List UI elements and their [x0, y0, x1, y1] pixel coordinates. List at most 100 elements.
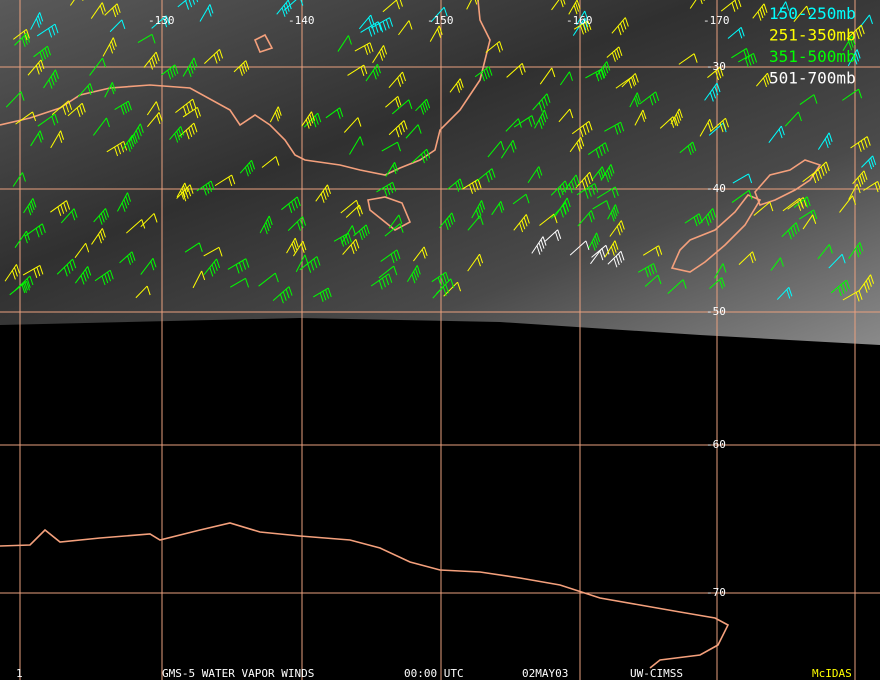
barb-staff — [435, 278, 452, 295]
barb-tick — [677, 111, 682, 121]
latitude-label: -30 — [706, 60, 726, 73]
barb-tick — [797, 111, 802, 122]
wind-barb — [415, 98, 431, 115]
barb-tick — [205, 184, 210, 194]
barb-tick — [582, 23, 587, 34]
barb-staff — [861, 155, 874, 168]
wind-barb — [30, 130, 44, 147]
wind-barb — [184, 242, 203, 253]
barb-staff — [585, 68, 602, 79]
barb-tick — [402, 71, 406, 82]
barb-tick — [288, 286, 293, 296]
wind-barb — [615, 76, 635, 89]
barb-tick — [347, 233, 352, 243]
barb-tick — [129, 253, 134, 263]
barb-staff — [847, 49, 858, 67]
barb-tick — [584, 17, 589, 28]
wind-barb — [281, 196, 301, 213]
barb-tick — [42, 49, 46, 60]
wind-barb — [531, 236, 547, 255]
barb-tick — [855, 29, 860, 40]
barb-tick — [709, 210, 714, 221]
wind-barb — [670, 108, 683, 127]
barb-tick — [116, 3, 121, 13]
barb-tick — [275, 156, 280, 166]
barb-tick — [135, 130, 140, 140]
barb-tick — [610, 164, 615, 174]
barb-staff — [151, 15, 167, 29]
barb-tick — [521, 63, 526, 73]
longitude-label: -140 — [288, 14, 315, 27]
barb-tick — [705, 216, 710, 226]
barb-tick — [29, 275, 34, 286]
barb-tick — [117, 144, 122, 155]
wind-barb — [342, 238, 360, 255]
barb-staff — [532, 93, 548, 111]
barb-staff — [106, 140, 124, 153]
barb-tick — [594, 235, 599, 245]
wind-barb — [777, 1, 790, 17]
barb-tick — [813, 94, 818, 104]
barb-tick — [358, 230, 363, 241]
wind-barb — [604, 240, 619, 258]
barb-tick — [576, 142, 581, 152]
wind-barb — [513, 115, 536, 128]
barb-tick — [99, 231, 104, 241]
barb-staff — [380, 249, 398, 262]
barb-tick — [693, 53, 698, 63]
wind-barb — [345, 204, 363, 218]
barb-staff — [793, 5, 808, 22]
barb-tick — [390, 253, 395, 264]
barb-tick — [557, 188, 562, 198]
barb-tick — [437, 28, 442, 38]
barb-tick — [299, 218, 304, 229]
product-title: GMS-5 WATER VAPOR WINDS — [162, 667, 314, 680]
barb-staff — [562, 174, 577, 193]
barb-tick — [617, 25, 622, 36]
barb-staff — [315, 184, 328, 202]
barb-staff — [192, 270, 203, 289]
barb-tick — [749, 253, 754, 264]
barb-staff — [12, 28, 27, 40]
barb-tick — [485, 173, 490, 183]
barb-tick — [647, 266, 652, 276]
barb-tick — [21, 283, 26, 294]
latitude-label: -70 — [706, 586, 726, 599]
barb-staff — [182, 106, 198, 118]
barb-tick — [738, 0, 742, 8]
wind-barb — [842, 290, 863, 302]
barb-tick — [457, 80, 462, 91]
barb-tick — [693, 216, 698, 227]
barb-staff — [122, 134, 133, 150]
barb-tick — [385, 275, 390, 286]
barb-tick — [20, 91, 25, 101]
wind-barb — [534, 109, 548, 129]
wind-barb — [199, 4, 214, 22]
barb-tick — [356, 200, 360, 210]
barb-tick — [620, 251, 625, 261]
barb-tick — [207, 7, 212, 17]
barb-tick — [355, 239, 360, 249]
wind-barb — [50, 200, 71, 216]
barb-tick — [868, 159, 873, 170]
barb-tick — [722, 263, 727, 273]
barb-staff — [782, 197, 800, 212]
barb-tick — [542, 113, 547, 123]
barb-tick — [857, 177, 862, 187]
wind-barb — [799, 94, 818, 105]
barb-tick — [588, 121, 593, 131]
barb-tick — [120, 143, 125, 153]
barb-tick — [538, 166, 543, 176]
barb-tick — [300, 0, 304, 6]
barb-tick — [191, 61, 196, 71]
barb-tick — [413, 271, 418, 281]
barb-tick — [559, 208, 564, 218]
barb-tick — [102, 57, 107, 68]
wind-barb — [102, 37, 117, 57]
barb-staff — [572, 17, 586, 36]
barb-staff — [802, 214, 814, 230]
barb-tick — [456, 83, 461, 93]
barb-tick — [424, 101, 429, 111]
barb-staff — [573, 20, 589, 30]
barb-staff — [119, 251, 133, 264]
